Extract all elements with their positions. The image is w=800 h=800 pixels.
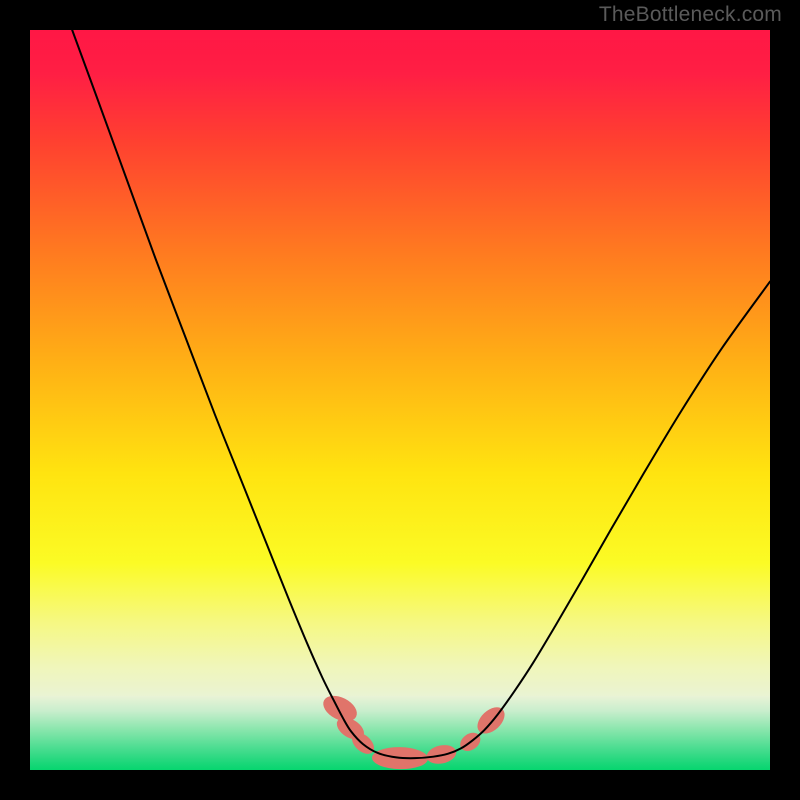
gradient-background bbox=[30, 30, 770, 770]
plot-area bbox=[30, 30, 770, 770]
chart-frame: TheBottleneck.com bbox=[0, 0, 800, 800]
watermark-text: TheBottleneck.com bbox=[599, 3, 782, 27]
